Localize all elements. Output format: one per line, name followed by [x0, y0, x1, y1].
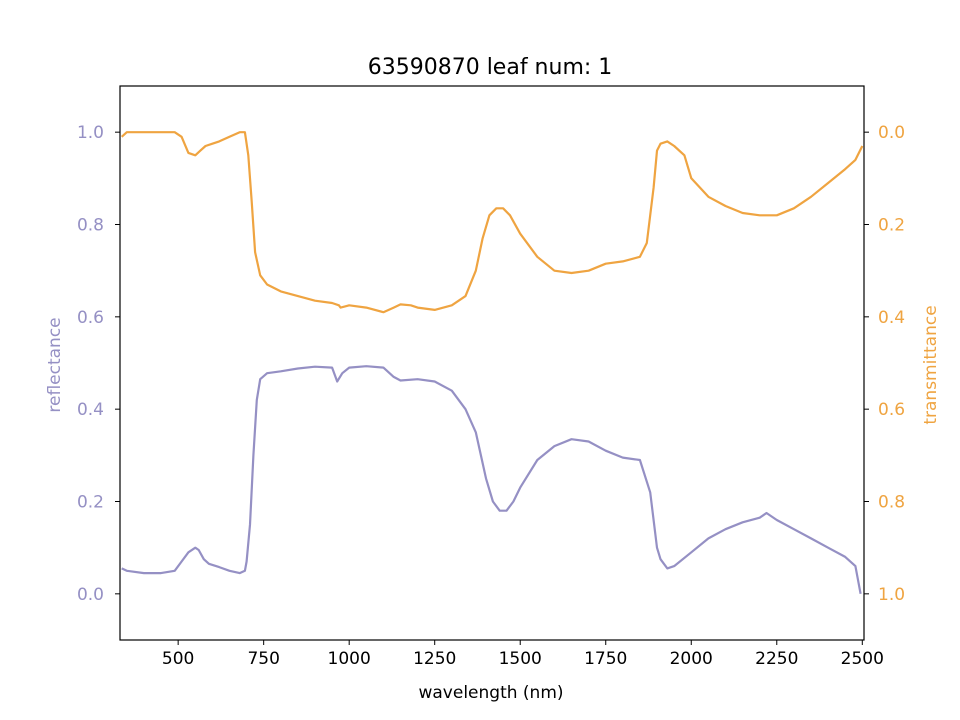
x-tick-label: 1000	[328, 649, 371, 669]
chart-title: 63590870 leaf num: 1	[368, 55, 613, 80]
right-tick-label: 0.2	[878, 216, 905, 236]
x-tick-label: 2500	[841, 649, 884, 669]
right-y-axis-label: transmittance	[921, 305, 941, 424]
plot-area	[120, 131, 864, 595]
reflectance-series-line	[121, 365, 862, 595]
right-tick-label: 0.0	[878, 123, 905, 143]
right-tick-label: 0.4	[878, 308, 905, 328]
x-axis: 500 750 1000 1250 1500 1750 2000 2250 2500	[162, 640, 884, 669]
transmittance-series-line	[120, 131, 864, 314]
right-y-axis: 0.0 0.2 0.4 0.6 0.8 1.0	[864, 123, 905, 605]
left-tick-label: 0.6	[77, 308, 104, 328]
right-tick-label: 0.8	[878, 493, 905, 513]
left-tick-label: 0.8	[77, 216, 104, 236]
x-axis-label: wavelength (nm)	[418, 683, 563, 703]
left-tick-label: 0.0	[77, 585, 104, 605]
right-tick-label: 0.6	[878, 400, 905, 420]
left-tick-label: 0.2	[77, 493, 104, 513]
x-tick-label: 1500	[499, 649, 542, 669]
x-tick-label: 2000	[670, 649, 713, 669]
left-y-axis: 0.0 0.2 0.4 0.6 0.8 1.0	[77, 123, 120, 605]
x-tick-label: 1250	[413, 649, 456, 669]
x-tick-label: 1750	[584, 649, 627, 669]
right-tick-label: 1.0	[878, 585, 905, 605]
axes-frame	[119, 85, 865, 641]
left-tick-label: 0.4	[77, 400, 104, 420]
x-tick-label: 750	[247, 649, 279, 669]
x-tick-label: 500	[162, 649, 194, 669]
x-tick-label: 2250	[755, 649, 798, 669]
left-tick-label: 1.0	[77, 123, 104, 143]
left-y-axis-label: reflectance	[45, 317, 65, 412]
